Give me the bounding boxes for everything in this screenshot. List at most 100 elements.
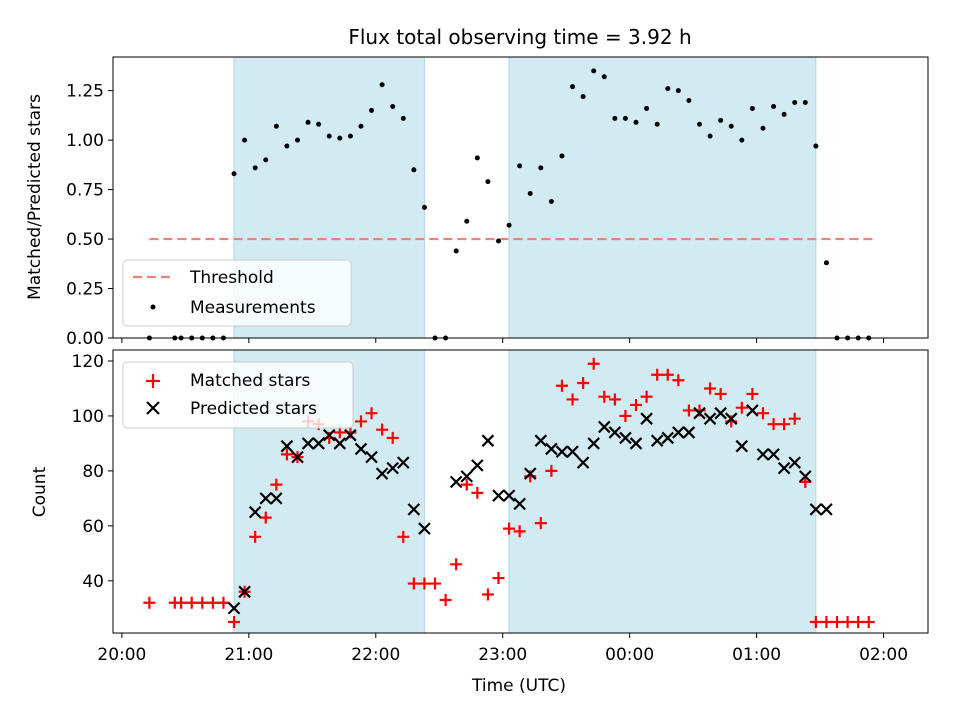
predicted-star-point: [534, 434, 548, 447]
measurement-point: [294, 137, 300, 143]
measurement-point: [347, 133, 353, 139]
measurement-point: [760, 125, 766, 131]
predicted-star-point: [650, 434, 664, 447]
predicted-star-point: [756, 448, 770, 461]
predicted-star-point: [693, 406, 706, 420]
predicted-star-point: [809, 503, 823, 516]
matched-star-point: [185, 596, 198, 609]
predicted-star-point: [608, 426, 622, 439]
matched-star-point: [270, 478, 283, 491]
legend-predicted-swatch: [146, 401, 160, 415]
predicted-star-point: [598, 420, 611, 434]
top-y-axis-label: Matched/Predicted stars: [25, 94, 45, 300]
bot-observing-span-1: [508, 349, 817, 634]
matched-star-point: [365, 407, 378, 420]
measurement-point: [644, 105, 650, 111]
top-observing-span-1: [508, 56, 817, 339]
matched-star-point: [714, 387, 727, 400]
matched-star-point: [196, 596, 209, 609]
x-tick-label: 02:00: [859, 645, 908, 665]
predicted-star-point: [407, 503, 421, 516]
predicted-star-point: [248, 505, 262, 519]
measurement-point: [506, 222, 512, 228]
measurement-point: [654, 121, 660, 127]
measurement-point: [453, 248, 459, 254]
legend-matched-label: Matched stars: [190, 371, 310, 391]
measurement-point: [231, 171, 237, 177]
measurement-point: [305, 119, 311, 125]
measurement-point: [580, 94, 586, 100]
measurement-point: [316, 121, 322, 127]
matched-star-point: [682, 404, 695, 417]
bot-y-tick-label: 40: [82, 572, 104, 592]
bot-y-tick-label: 60: [82, 517, 104, 537]
measurement-point: [813, 143, 819, 149]
legend-matched-swatch: [146, 374, 160, 388]
matched-star-point: [756, 407, 769, 420]
predicted-star-point: [820, 503, 833, 516]
measurement-point: [823, 260, 829, 266]
matched-star-point: [143, 596, 156, 609]
measurement-point: [739, 137, 745, 143]
predicted-star-point: [629, 437, 643, 450]
bottom-y-axis-label: Count: [30, 466, 50, 517]
matched-star-point: [598, 390, 611, 403]
top-observing-spans: [233, 56, 817, 339]
predicted-star-point: [460, 470, 474, 483]
x-tick-label: 21:00: [224, 645, 273, 665]
measurement-point: [749, 105, 755, 111]
predicted-star-point: [672, 426, 685, 439]
matched-star-point: [566, 393, 579, 406]
predicted-star-point: [397, 456, 410, 469]
measurement-point: [591, 68, 597, 74]
measurement-point: [675, 88, 681, 94]
predicted-star-point: [682, 426, 696, 439]
bottom-axes-frame: [112, 349, 929, 634]
bottom-x-ticks: 20:00 21:00 22:00 23:00 00:00 01:00 02:00: [97, 633, 908, 665]
measurement-point: [771, 103, 777, 109]
predicted-star-points: [227, 404, 833, 615]
predicted-star-point: [735, 439, 749, 453]
x-tick-label: 00:00: [605, 645, 654, 665]
measurement-point: [570, 84, 576, 90]
matched-star-point: [228, 616, 241, 629]
measurement-point: [665, 86, 671, 92]
predicted-star-point: [344, 428, 357, 442]
measurement-point: [421, 204, 427, 210]
legend-measurements-label: Measurements: [190, 298, 316, 318]
predicted-star-point: [576, 456, 590, 469]
top-y-tick-label: 0.25: [66, 280, 104, 300]
predicted-star-point: [502, 489, 516, 502]
measurement-point: [718, 117, 724, 123]
matched-star-point: [788, 412, 801, 425]
top-y-ticks: 0.00 0.25 0.50 0.75 1.00 1.25: [66, 82, 113, 349]
measurement-point: [622, 115, 628, 121]
matched-star-point: [513, 525, 526, 538]
matched-star-point: [735, 401, 748, 414]
bottom-y-ticks: 40 60 80 100 120: [72, 352, 113, 592]
top-legend-frame: [122, 259, 352, 327]
matched-star-point: [439, 594, 452, 607]
matched-star-point: [503, 522, 516, 535]
ratio-panel: 0.00 0.25 0.50 0.75 1.00 1.25 Matched/Predict…: [25, 56, 929, 349]
predicted-star-point: [566, 445, 579, 458]
top-axes-frame: [112, 56, 929, 339]
measurement-point: [601, 74, 607, 80]
chart-title: Flux total observing time = 3.92 h: [348, 25, 691, 49]
matched-star-point: [672, 374, 685, 387]
measurement-point: [400, 115, 406, 121]
matched-star-point: [397, 530, 410, 543]
measurement-point: [464, 218, 470, 224]
measurement-point: [781, 111, 787, 117]
measurement-point: [517, 163, 523, 169]
predicted-star-point: [492, 489, 505, 502]
matched-star-point: [354, 415, 367, 428]
bot-y-tick-label: 80: [82, 462, 104, 482]
measurement-point: [559, 153, 565, 159]
measurement-point: [686, 98, 692, 104]
matched-star-point: [587, 357, 600, 370]
top-y-tick-label: 1.00: [66, 131, 104, 151]
matched-star-point: [862, 616, 875, 629]
measurement-point: [358, 123, 364, 129]
